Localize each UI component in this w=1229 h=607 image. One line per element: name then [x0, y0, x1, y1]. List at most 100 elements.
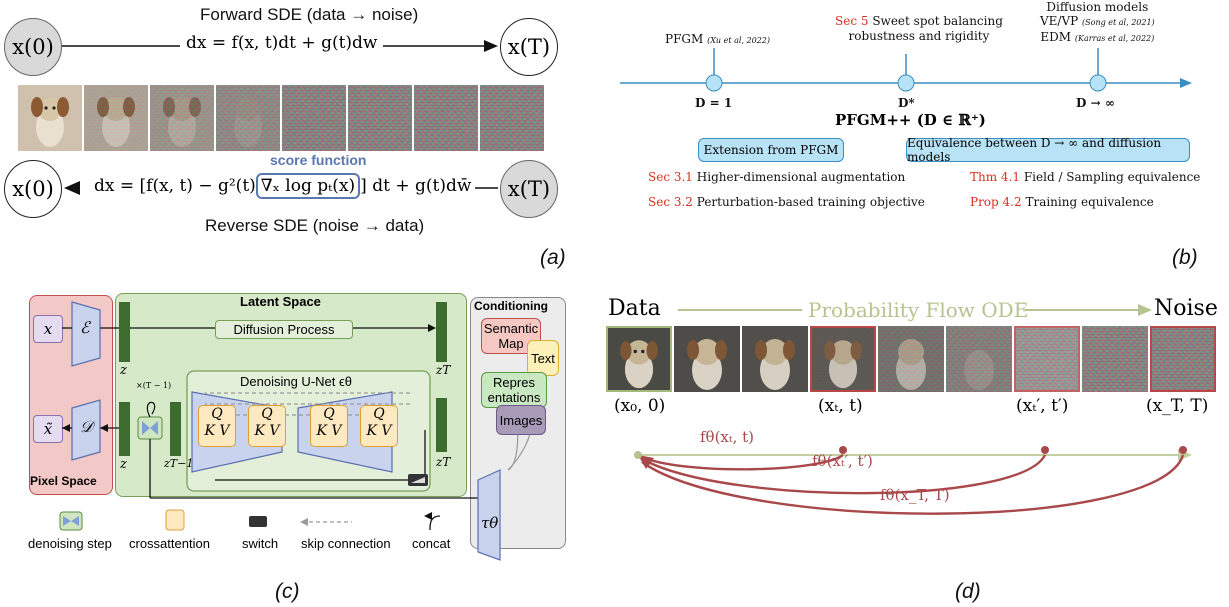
q-label-1: Q [211, 406, 223, 422]
score-function-label: score function [270, 152, 367, 168]
forward-sde-title: Forward SDE (data → noise) [200, 5, 419, 24]
x-tilde-output: x̃ [33, 415, 63, 443]
data-label: Data [608, 296, 661, 321]
q-label-2: Q [261, 406, 273, 422]
panel-a-tag: (a) [540, 246, 566, 269]
point-xT: (x_T, T) [1146, 396, 1209, 416]
ode-image-1 [606, 326, 672, 392]
score-function-term: ∇ₓ log pₜ(x) [255, 173, 361, 199]
legend-skip-connection: skip connection [301, 536, 391, 551]
x-input: x [33, 315, 63, 343]
reverse-eq-left: dx = [f(x, t) − g²(t) [94, 176, 256, 196]
diffusion-process-box: Diffusion Process [215, 320, 353, 339]
consistency-arrow-3: fθ(x_T, T) [880, 486, 950, 504]
x0-node-bottom: x(0) [4, 160, 62, 218]
strip-image-3 [150, 85, 214, 151]
point-dstar [897, 74, 915, 92]
kv-label-2: K V [254, 423, 280, 439]
consistency-arrow-1: fθ(xₜ, t) [700, 428, 755, 446]
kv-label-3: K V [316, 423, 342, 439]
equivalence-pill: Equivalence between D → ∞ and diffusion … [906, 136, 1190, 164]
panel-b-tag: (b) [1172, 246, 1198, 269]
sec31-ref: Sec 3.1 [648, 170, 693, 184]
conditioning-title: Conditioning [474, 299, 548, 313]
prop42-text: Training equivalence [1025, 195, 1154, 209]
unet-title: Denoising U-Net ϵθ [240, 374, 352, 389]
q-label-3: Q [323, 406, 335, 422]
zT-bottom-label: zT [436, 455, 451, 469]
strip-image-1 [18, 85, 82, 151]
dinf-text-1: Diffusion models [1046, 0, 1149, 14]
latent-space-title: Latent Space [240, 294, 321, 309]
forward-equation: dx = f(x, t)dt + g(t)dw [180, 33, 384, 53]
label-d1: D = 1 [695, 96, 733, 110]
ode-image-3 [742, 326, 808, 392]
thm41-text: Field / Sampling equivalence [1023, 170, 1201, 184]
sec32-text: Perturbation-based training objective [696, 195, 925, 209]
dinf-cite-3: (Karras et al, 2022) [1074, 34, 1155, 43]
z-top-label: z [120, 363, 127, 378]
legend-crossattention: crossattention [129, 536, 210, 551]
strip-image-5 [282, 85, 346, 151]
xT-node-top: x(T) [500, 18, 558, 76]
zT1-label: zT−1 [164, 457, 194, 470]
strip-image-2 [84, 85, 148, 151]
noise-label: Noise [1154, 296, 1218, 321]
strip-image-6 [348, 85, 412, 151]
point-x0: (x₀, 0) [614, 396, 666, 416]
zT-top-label: zT [436, 363, 451, 377]
x0-node-top: x(0) [4, 18, 62, 76]
pfgm-annotation: PFGM (Xu et al, 2022) [665, 32, 770, 46]
representations-box: Repres entations [481, 372, 547, 408]
panel-c-tag: (c) [275, 580, 300, 603]
dinf-vevp: VE/VP [1040, 14, 1079, 28]
text-box: Text [527, 340, 559, 376]
dinf-cite-2: (Song et al, 2021) [1082, 18, 1155, 27]
strip-image-4 [216, 85, 280, 151]
right-item-2: Prop 4.2 Training equivalence [970, 195, 1154, 209]
ode-image-5 [878, 326, 944, 392]
repeat-label: ×(T − 1) [136, 381, 172, 390]
sec5-ref: Sec 5 [835, 14, 869, 28]
reverse-equation: dx = [f(x, t) − g²(t) ∇ₓ log pₜ(x)] dt + … [90, 173, 476, 199]
dstar-text-1: Sweet spot balancing [872, 14, 1003, 28]
ode-image-9 [1150, 326, 1216, 392]
reverse-eq-right: ] dt + g(t)dw̄ [360, 176, 472, 196]
pfgm-axis [620, 48, 1192, 92]
semantic-map-box: Semantic Map [481, 318, 541, 354]
tau-label: τθ [481, 514, 499, 532]
point-xtprime: (xₜ′, t′) [1016, 396, 1069, 416]
label-dinf: D → ∞ [1076, 96, 1115, 110]
dinf-annotation: Diffusion models VE/VP (Song et al, 2021… [1040, 0, 1155, 46]
z-bottom-label: z [120, 457, 127, 472]
sec32-ref: Sec 3.2 [648, 195, 693, 209]
legend-denoising-step: denoising step [28, 536, 112, 551]
panel-c-shapes [59, 301, 533, 561]
strip-image-7 [414, 85, 478, 151]
right-item-1: Thm 4.1 Field / Sampling equivalence [970, 170, 1200, 184]
sec31-text: Higher-dimensional augmentation [696, 170, 906, 184]
ode-image-2 [674, 326, 740, 392]
decoder-label: 𝒟 [80, 417, 93, 436]
left-item-1: Sec 3.1 Higher-dimensional augmentation [648, 170, 905, 184]
ode-image-7 [1014, 326, 1080, 392]
left-item-2: Sec 3.2 Perturbation-based training obje… [648, 195, 925, 209]
pfgm-cite: (Xu et al, 2022) [707, 36, 771, 45]
panel-d-arrows [634, 304, 1192, 515]
label-dstar: D* [898, 96, 915, 110]
prop42-ref: Prop 4.2 [970, 195, 1022, 209]
pfgmpp-title: PFGM++ (D ∈ ℝ⁺) [835, 111, 986, 129]
q-label-4: Q [373, 406, 385, 422]
strip-image-8 [480, 85, 544, 151]
kv-label-1: K V [204, 423, 230, 439]
ode-image-4 [810, 326, 876, 392]
ode-image-8 [1082, 326, 1148, 392]
legend-concat: concat [412, 536, 451, 551]
dstar-annotation: Sec 5 Sweet spot balancing robustness an… [835, 14, 1003, 44]
ode-image-6 [946, 326, 1012, 392]
ode-label: Probability Flow ODE [808, 298, 1029, 322]
point-dinf [1089, 74, 1107, 92]
